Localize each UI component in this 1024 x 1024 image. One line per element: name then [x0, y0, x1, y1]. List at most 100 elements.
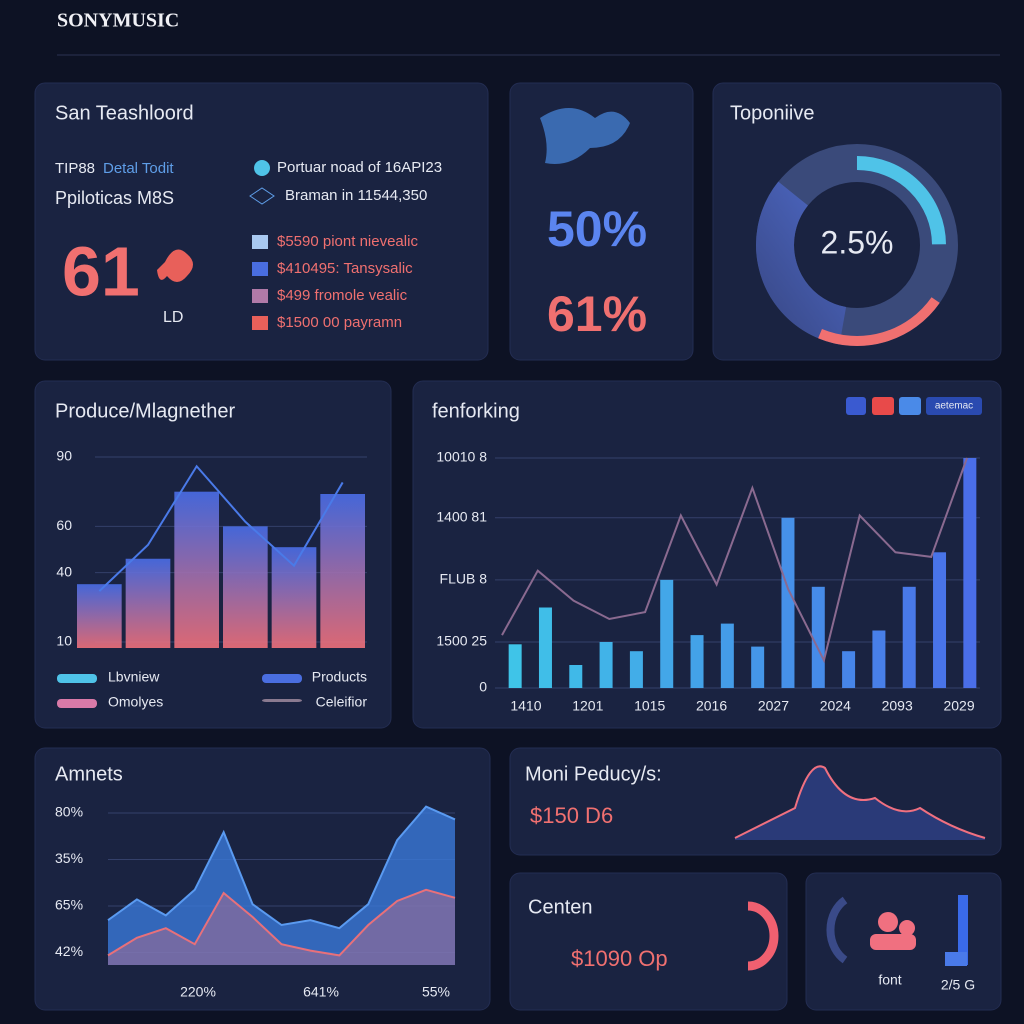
item-swatch [252, 289, 268, 303]
donut-center: 2.5% [821, 224, 894, 260]
x-tick-label: 1201 [572, 698, 603, 714]
bar [223, 526, 268, 648]
card-title: Moni Peducy/s: [525, 763, 662, 785]
card-title: Toponiive [730, 102, 815, 124]
big-unit: LD [163, 309, 183, 326]
card-title: Centen [528, 896, 593, 918]
x-label: 220% [180, 984, 216, 1000]
toggle[interactable] [899, 397, 921, 415]
legend-label: Celeifior [316, 694, 368, 710]
subtitle: Ppiloticas M8S [55, 188, 174, 208]
area-line [107, 888, 456, 957]
y-tick-label: 60 [56, 517, 72, 533]
legend-swatch [262, 674, 302, 683]
icon [945, 952, 967, 966]
x-tick-label: 2093 [882, 698, 913, 714]
bar [720, 623, 734, 688]
gauge [747, 901, 779, 971]
toggle[interactable] [872, 397, 894, 415]
people-value: 2/5 G [941, 977, 975, 993]
item-label: $499 fromole vealic [277, 287, 408, 304]
x-tick-label: 2027 [758, 698, 789, 714]
bar [811, 586, 825, 688]
badge-label: aetemac [935, 401, 973, 412]
sparkline [734, 765, 986, 839]
x-tick-label: 1015 [634, 698, 665, 714]
icon [157, 249, 193, 282]
x-tick-label: 2029 [943, 698, 974, 714]
icon [878, 912, 898, 932]
bar [842, 651, 856, 688]
people-label: font [878, 972, 901, 988]
note-icon [249, 187, 275, 205]
item-label: $5590 piont nievealic [277, 233, 418, 250]
area [108, 889, 455, 965]
bar [271, 547, 317, 648]
bar [660, 579, 674, 688]
bar [629, 651, 643, 688]
toggle[interactable] [846, 397, 866, 415]
icon [870, 934, 916, 950]
note-dot [254, 160, 270, 176]
card [509, 872, 788, 1011]
bar [508, 644, 522, 688]
donut-arc [768, 156, 946, 334]
donut-hole [795, 183, 919, 307]
legend-swatch [262, 699, 302, 702]
bar [174, 491, 219, 648]
x-tick-label: 2016 [696, 698, 727, 714]
y-tick-label: 0 [479, 679, 487, 695]
bar [599, 642, 613, 688]
tag: TIP88 [55, 160, 95, 177]
legend-label: Lbvniew [108, 669, 160, 685]
big-value: 61 [62, 232, 140, 310]
bar [902, 586, 916, 688]
legend-swatch [57, 674, 97, 683]
bar [320, 494, 365, 648]
item-swatch [252, 262, 268, 276]
x-tick-label: 1410 [510, 698, 541, 714]
x-label: 55% [422, 984, 450, 1000]
bar [569, 665, 583, 688]
note: Portuar noad of 16API23 [277, 159, 442, 176]
y-tick-label: 40 [56, 563, 72, 579]
sparkline-area [735, 766, 985, 840]
bar [781, 517, 795, 688]
y-tick-label: 10010 8 [436, 449, 487, 465]
product-value: $150 D6 [530, 803, 613, 828]
icon [899, 920, 915, 936]
bar [933, 552, 947, 688]
y-tick-label: 1400 81 [436, 509, 487, 525]
note: Braman in 11544,350 [285, 187, 427, 204]
item-label: $1500 00 payramn [277, 314, 402, 331]
y-tick-label: 90 [56, 448, 72, 464]
x-tick-label: 2024 [820, 698, 851, 714]
bar [872, 630, 886, 688]
bar [751, 646, 765, 688]
bar [77, 584, 122, 648]
content-value: $1090 Op [571, 946, 668, 971]
bar [963, 458, 977, 688]
legend-swatch [57, 699, 97, 708]
y-label: 35% [55, 850, 83, 866]
card-title: Produce/Mlagnether [55, 400, 235, 422]
card-title: fenforking [432, 400, 520, 422]
badge[interactable] [926, 397, 982, 415]
icon [958, 895, 968, 965]
brand: SONYMUSIC [57, 10, 179, 32]
tag-note: Detal Todit [103, 160, 174, 177]
stat-secondary: 61% [547, 286, 647, 342]
y-label: 65% [55, 897, 83, 913]
card [412, 380, 1002, 729]
legend-label: Products [312, 669, 367, 685]
icon [540, 108, 630, 164]
item-swatch [252, 316, 268, 330]
legend-label: Omolyes [108, 694, 163, 710]
stat-primary: 50% [547, 201, 647, 257]
y-label: 80% [55, 804, 83, 820]
bar [690, 635, 704, 688]
bar [538, 607, 552, 688]
area-line [107, 805, 456, 930]
